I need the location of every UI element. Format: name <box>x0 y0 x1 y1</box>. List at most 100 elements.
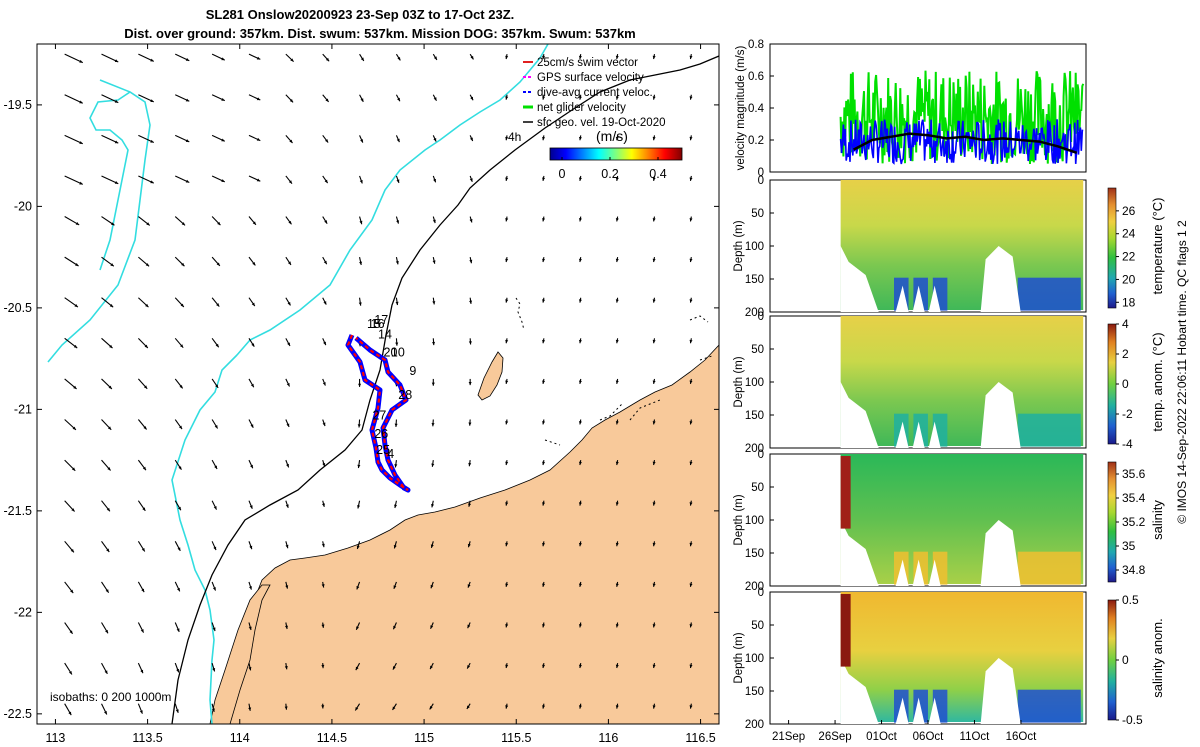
section-y-tick-label: 150 <box>745 686 764 698</box>
section-ylabel: Depth (m) <box>733 356 745 407</box>
velocity-arrowhead <box>652 299 656 303</box>
velocity-arrowhead <box>321 624 325 628</box>
velocity-arrowhead <box>178 466 182 470</box>
velocity-dive-series <box>839 119 1084 165</box>
velocity-arrowhead <box>109 304 114 308</box>
section-no-data <box>928 421 941 448</box>
velocity-arrowhead <box>431 463 435 467</box>
velocity-arrowhead <box>505 258 509 263</box>
velocity-arrowhead <box>217 221 221 226</box>
velocity-arrowhead <box>221 57 225 61</box>
velocity-arrowhead <box>432 260 436 264</box>
velocity-arrowhead <box>431 382 435 386</box>
section-no-data <box>980 658 1021 724</box>
velocity-y-tick-label: 0.8 <box>748 39 764 51</box>
velocity-arrowhead <box>652 421 656 425</box>
land-peninsula-left <box>209 584 271 724</box>
velocity-arrowhead <box>249 586 252 590</box>
velocity-arrowhead <box>542 705 546 709</box>
velocity-arrowhead <box>470 55 474 60</box>
land-island-barrow <box>477 351 504 401</box>
velocity-arrowhead <box>689 624 693 628</box>
velocity-arrowhead <box>393 585 397 589</box>
section-colorbar-tick-label: 22 <box>1122 250 1136 264</box>
velocity-arrowhead <box>505 136 509 141</box>
section-y-tick-label: 200 <box>745 581 764 593</box>
section-y-tick-label: 50 <box>751 620 764 632</box>
velocity-arrowhead <box>505 705 509 709</box>
section-colorbar-tick-label: 26 <box>1122 204 1136 218</box>
velocity-arrowhead <box>287 301 291 306</box>
track-day-label: 4 <box>387 447 394 461</box>
velocity-arrowhead <box>578 218 582 222</box>
velocity-arrowhead <box>505 542 509 547</box>
velocity-arrowhead <box>256 56 261 60</box>
section-no-data <box>980 382 1021 448</box>
legend-label-gps: GPS surface velocity <box>537 72 644 84</box>
section-y-tick-label: 200 <box>745 443 764 455</box>
velocity-arrowhead <box>615 299 619 303</box>
section-panel-temperature-section: 0 50 100 150 200 Depth (m) 18 20 22 24 26 temperatu… <box>733 175 1165 319</box>
section-y-tick-label: 50 <box>751 208 764 220</box>
velocity-arrowhead <box>615 177 619 181</box>
velocity-arrowhead <box>144 344 148 348</box>
velocity-arrowhead <box>71 467 76 471</box>
velocity-arrowhead <box>433 56 437 60</box>
surface-velocity-vectors <box>64 53 693 716</box>
velocity-arrowhead <box>106 507 110 512</box>
velocity-arrowhead <box>578 421 582 425</box>
section-colorbar-tick-label: 0 <box>1122 653 1129 667</box>
velocity-arrowhead <box>322 422 326 427</box>
velocity-arrowhead <box>106 548 110 552</box>
map-y-tick-label: -22.5 <box>4 707 33 721</box>
velocity-arrowhead <box>468 422 472 426</box>
section-deep-band <box>1017 689 1081 723</box>
map-x-tick-label: 114 <box>230 731 250 745</box>
velocity-arrowhead <box>578 542 582 547</box>
section-y-tick-label: 0 <box>758 587 764 599</box>
section-colorbar <box>1107 187 1117 309</box>
velocity-arrowhead <box>578 136 582 141</box>
footer-credit: © IMOS 14-Sep-2022 22:06:11 Hobart time.… <box>1175 220 1189 524</box>
velocity-arrowhead <box>140 669 144 674</box>
velocity-arrowhead <box>285 585 289 589</box>
colorbar-label: (m/s) <box>596 128 628 144</box>
track-day-label: 26 <box>374 427 388 441</box>
velocity-arrowhead <box>615 339 619 344</box>
isobaths-label: isobaths: 0 200 1000m <box>50 690 171 704</box>
colorbar-gradient <box>549 147 683 161</box>
velocity-arrowhead <box>177 547 181 551</box>
velocity-arrowhead <box>251 343 255 347</box>
section-no-data <box>912 285 925 312</box>
section-ylabel: Depth (m) <box>733 632 745 683</box>
velocity-arrowhead <box>108 385 112 389</box>
section-no-data <box>928 697 941 724</box>
velocity-arrowhead <box>652 218 656 222</box>
section-colorbar <box>1107 323 1117 445</box>
velocity-arrowhead <box>355 666 359 671</box>
velocity-arrowhead <box>70 548 74 553</box>
velocity-arrowhead <box>250 383 254 388</box>
velocity-arrowhead <box>578 461 582 466</box>
velocity-vector <box>64 53 84 64</box>
velocity-arrowhead <box>285 544 289 549</box>
velocity-arrowhead <box>248 667 252 671</box>
velocity-arrowhead <box>615 502 619 506</box>
velocity-arrowhead <box>467 584 471 588</box>
velocity-arrowhead <box>357 505 361 509</box>
velocity-arrowhead <box>359 261 363 265</box>
section-no-data <box>895 559 909 586</box>
velocity-arrowhead <box>143 385 148 389</box>
velocity-arrowhead <box>256 137 261 141</box>
velocity-arrowhead <box>469 178 473 182</box>
velocity-arrowhead <box>505 339 509 344</box>
section-colorbar-tick-label: 0 <box>1122 377 1129 391</box>
velocity-arrowhead <box>615 461 619 466</box>
section-no-data <box>928 285 941 312</box>
section-y-tick-label: 150 <box>745 410 764 422</box>
section-x-axis: 21Sep 26Sep 01Oct 06Oct 11Oct 16Oct <box>772 720 1037 743</box>
section-y-tick-label: 150 <box>745 274 764 286</box>
velocity-arrowhead <box>249 545 253 550</box>
